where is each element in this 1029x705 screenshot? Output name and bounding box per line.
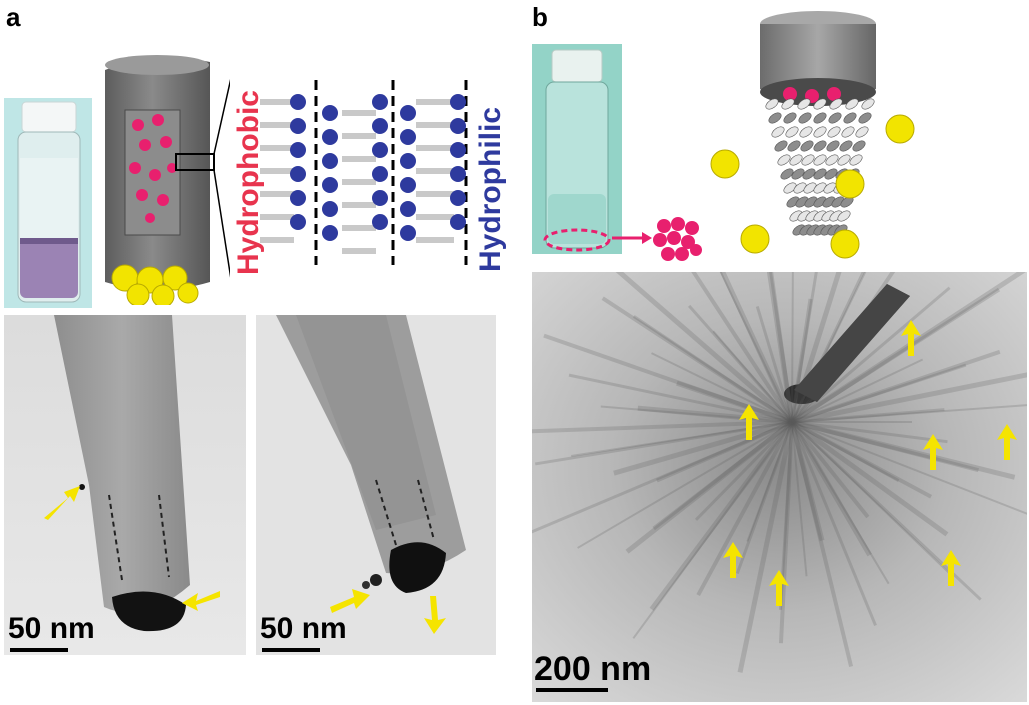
arrow-icon	[996, 422, 1018, 467]
arrow-icon	[900, 318, 922, 363]
panel-b-letter: b	[532, 2, 548, 32]
scale-bar-a-left: 50 nm	[8, 612, 95, 652]
particle-cluster-icon	[612, 210, 707, 275]
arrow-icon	[420, 592, 450, 641]
scale-bar-a-right: 50 nm	[260, 612, 347, 652]
arrow-icon	[722, 540, 744, 585]
vial-photo-a	[4, 98, 92, 308]
bilayer-schematic	[258, 80, 468, 265]
arrow-icon	[940, 548, 962, 593]
scale-bar-b: 200 nm	[534, 650, 652, 692]
vial-photo-b	[532, 44, 622, 254]
scale-label: 50 nm	[8, 612, 95, 645]
panel-a-letter: a	[6, 2, 21, 32]
unzipped-nanotube-illustration	[700, 4, 925, 266]
arrow-icon	[922, 432, 944, 477]
tem-image-a-right	[256, 315, 496, 655]
nanotube-illustration-a	[100, 50, 236, 308]
arrow-icon	[326, 583, 372, 618]
hydrophilic-label: Hydrophilic	[474, 106, 507, 272]
arrow-icon	[768, 568, 790, 613]
scale-label: 50 nm	[260, 612, 347, 645]
arrow-icon	[40, 480, 84, 529]
arrow-icon	[738, 402, 760, 447]
arrow-icon	[178, 585, 222, 620]
scale-label: 200 nm	[534, 650, 652, 688]
tem-image-b	[532, 272, 1027, 702]
